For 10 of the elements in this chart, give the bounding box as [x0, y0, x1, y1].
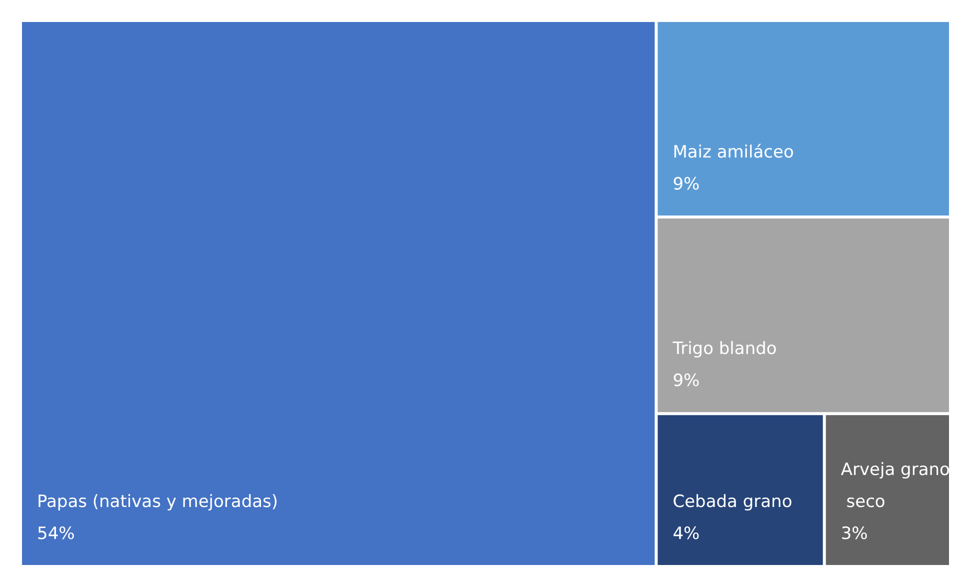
- data-label: 54%: [37, 524, 75, 544]
- category-label: Cebada grano: [672, 492, 792, 512]
- category-label: Arveja grano seco: [840, 460, 950, 512]
- category-label: Trigo blando: [672, 339, 777, 360]
- category-label: Maiz amiláceo: [672, 142, 794, 163]
- data-label: 9%: [672, 371, 700, 392]
- data-label: 9%: [672, 174, 700, 195]
- data-label: 4%: [672, 524, 700, 544]
- data-label: 3%: [840, 524, 868, 544]
- category-label: Papas (nativas y mejoradas): [37, 492, 278, 512]
